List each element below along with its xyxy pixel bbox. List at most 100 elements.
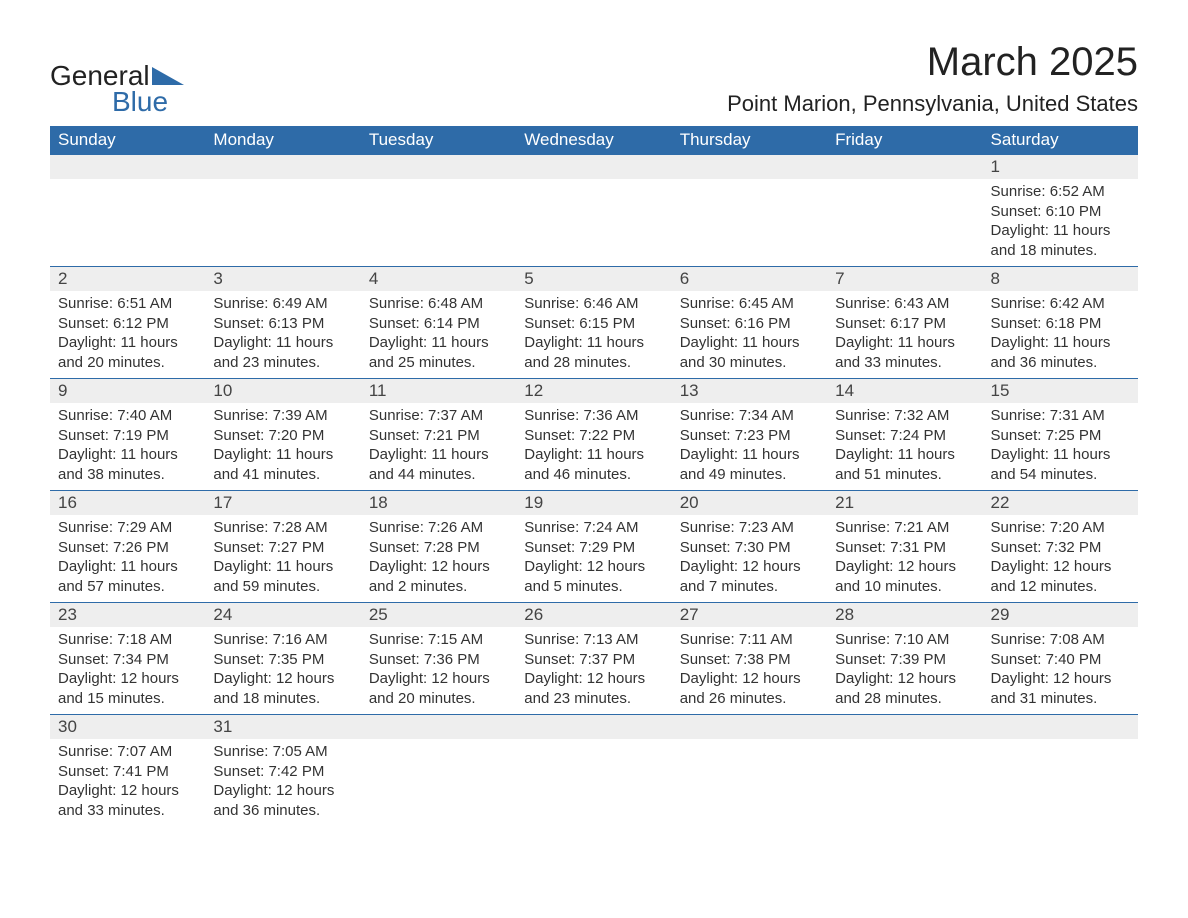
day-info-cell: Sunrise: 6:46 AMSunset: 6:15 PMDaylight:…: [516, 291, 671, 379]
day-info: Sunrise: 7:21 AMSunset: 7:31 PMDaylight:…: [835, 518, 974, 596]
day-info: Sunrise: 6:46 AMSunset: 6:15 PMDaylight:…: [524, 294, 663, 372]
day-number-cell: 1: [983, 155, 1138, 180]
day-number-cell: 7: [827, 267, 982, 292]
day-info: Sunrise: 7:18 AMSunset: 7:34 PMDaylight:…: [58, 630, 197, 708]
day-number-cell: [672, 715, 827, 740]
day-info-cell: Sunrise: 7:34 AMSunset: 7:23 PMDaylight:…: [672, 403, 827, 491]
day-info-cell: Sunrise: 7:23 AMSunset: 7:30 PMDaylight:…: [672, 515, 827, 603]
day-number-cell: 8: [983, 267, 1138, 292]
day-number-row: 3031: [50, 715, 1138, 740]
weekday-header: Thursday: [672, 126, 827, 155]
weekday-header: Monday: [205, 126, 360, 155]
day-number: 20: [672, 491, 827, 515]
day-info-cell: Sunrise: 7:28 AMSunset: 7:27 PMDaylight:…: [205, 515, 360, 603]
day-info: Sunrise: 7:36 AMSunset: 7:22 PMDaylight:…: [524, 406, 663, 484]
weekday-header: Wednesday: [516, 126, 671, 155]
day-number: 18: [361, 491, 516, 515]
day-number-cell: 22: [983, 491, 1138, 516]
day-info-cell: [672, 739, 827, 826]
day-number-cell: 3: [205, 267, 360, 292]
day-info: Sunrise: 6:52 AMSunset: 6:10 PMDaylight:…: [991, 182, 1130, 260]
day-number: 17: [205, 491, 360, 515]
day-info: Sunrise: 6:48 AMSunset: 6:14 PMDaylight:…: [369, 294, 508, 372]
day-info-cell: Sunrise: 7:39 AMSunset: 7:20 PMDaylight:…: [205, 403, 360, 491]
day-info: Sunrise: 7:15 AMSunset: 7:36 PMDaylight:…: [369, 630, 508, 708]
day-number-cell: [983, 715, 1138, 740]
day-info-row: Sunrise: 7:07 AMSunset: 7:41 PMDaylight:…: [50, 739, 1138, 826]
day-info: Sunrise: 7:29 AMSunset: 7:26 PMDaylight:…: [58, 518, 197, 596]
day-info-cell: Sunrise: 7:20 AMSunset: 7:32 PMDaylight:…: [983, 515, 1138, 603]
day-number: 29: [983, 603, 1138, 627]
day-info-cell: Sunrise: 7:16 AMSunset: 7:35 PMDaylight:…: [205, 627, 360, 715]
weekday-header: Saturday: [983, 126, 1138, 155]
day-number-cell: 10: [205, 379, 360, 404]
day-info-cell: Sunrise: 7:32 AMSunset: 7:24 PMDaylight:…: [827, 403, 982, 491]
day-info: Sunrise: 7:11 AMSunset: 7:38 PMDaylight:…: [680, 630, 819, 708]
day-info-cell: Sunrise: 6:42 AMSunset: 6:18 PMDaylight:…: [983, 291, 1138, 379]
day-number-cell: [516, 155, 671, 180]
day-info-row: Sunrise: 7:29 AMSunset: 7:26 PMDaylight:…: [50, 515, 1138, 603]
month-title: March 2025: [727, 40, 1138, 85]
day-info-cell: Sunrise: 6:48 AMSunset: 6:14 PMDaylight:…: [361, 291, 516, 379]
day-info-cell: Sunrise: 7:31 AMSunset: 7:25 PMDaylight:…: [983, 403, 1138, 491]
day-info-cell: Sunrise: 6:52 AMSunset: 6:10 PMDaylight:…: [983, 179, 1138, 267]
day-info-cell: Sunrise: 7:21 AMSunset: 7:31 PMDaylight:…: [827, 515, 982, 603]
day-number-row: 2345678: [50, 267, 1138, 292]
day-number-cell: 15: [983, 379, 1138, 404]
day-number-cell: 17: [205, 491, 360, 516]
day-number: 3: [205, 267, 360, 291]
day-number-cell: [50, 155, 205, 180]
day-number: 21: [827, 491, 982, 515]
day-info-cell: Sunrise: 7:18 AMSunset: 7:34 PMDaylight:…: [50, 627, 205, 715]
day-number-cell: 21: [827, 491, 982, 516]
day-info: Sunrise: 7:23 AMSunset: 7:30 PMDaylight:…: [680, 518, 819, 596]
weekday-header-row: SundayMondayTuesdayWednesdayThursdayFrid…: [50, 126, 1138, 155]
day-info-cell: Sunrise: 7:07 AMSunset: 7:41 PMDaylight:…: [50, 739, 205, 826]
day-number-cell: 9: [50, 379, 205, 404]
day-number-cell: 23: [50, 603, 205, 628]
day-info: Sunrise: 7:40 AMSunset: 7:19 PMDaylight:…: [58, 406, 197, 484]
day-info-cell: Sunrise: 7:13 AMSunset: 7:37 PMDaylight:…: [516, 627, 671, 715]
day-info-cell: Sunrise: 7:37 AMSunset: 7:21 PMDaylight:…: [361, 403, 516, 491]
logo-text-blue: Blue: [112, 86, 184, 118]
day-number: 30: [50, 715, 205, 739]
day-info-cell: Sunrise: 7:40 AMSunset: 7:19 PMDaylight:…: [50, 403, 205, 491]
day-info-cell: [516, 739, 671, 826]
day-number-cell: 27: [672, 603, 827, 628]
day-info-cell: Sunrise: 6:43 AMSunset: 6:17 PMDaylight:…: [827, 291, 982, 379]
day-info: Sunrise: 6:45 AMSunset: 6:16 PMDaylight:…: [680, 294, 819, 372]
day-number-cell: 29: [983, 603, 1138, 628]
logo: General Blue: [50, 40, 184, 118]
day-number-cell: 19: [516, 491, 671, 516]
day-info: Sunrise: 7:13 AMSunset: 7:37 PMDaylight:…: [524, 630, 663, 708]
day-number: 14: [827, 379, 982, 403]
weekday-header: Friday: [827, 126, 982, 155]
day-number-cell: [205, 155, 360, 180]
day-info-cell: [361, 179, 516, 267]
day-info: Sunrise: 7:34 AMSunset: 7:23 PMDaylight:…: [680, 406, 819, 484]
day-number: 4: [361, 267, 516, 291]
day-info-cell: Sunrise: 7:15 AMSunset: 7:36 PMDaylight:…: [361, 627, 516, 715]
day-info: Sunrise: 7:16 AMSunset: 7:35 PMDaylight:…: [213, 630, 352, 708]
day-info-cell: Sunrise: 7:36 AMSunset: 7:22 PMDaylight:…: [516, 403, 671, 491]
day-number-cell: 13: [672, 379, 827, 404]
day-info-cell: Sunrise: 7:29 AMSunset: 7:26 PMDaylight:…: [50, 515, 205, 603]
day-number: 6: [672, 267, 827, 291]
day-number: 5: [516, 267, 671, 291]
day-info-cell: Sunrise: 7:24 AMSunset: 7:29 PMDaylight:…: [516, 515, 671, 603]
day-info-cell: Sunrise: 7:05 AMSunset: 7:42 PMDaylight:…: [205, 739, 360, 826]
day-number-cell: 20: [672, 491, 827, 516]
day-info-cell: Sunrise: 7:26 AMSunset: 7:28 PMDaylight:…: [361, 515, 516, 603]
day-number-row: 1: [50, 155, 1138, 180]
day-info: Sunrise: 7:07 AMSunset: 7:41 PMDaylight:…: [58, 742, 197, 820]
day-info-row: Sunrise: 6:52 AMSunset: 6:10 PMDaylight:…: [50, 179, 1138, 267]
day-number: 11: [361, 379, 516, 403]
day-info-row: Sunrise: 7:18 AMSunset: 7:34 PMDaylight:…: [50, 627, 1138, 715]
day-number-cell: 25: [361, 603, 516, 628]
day-number: 13: [672, 379, 827, 403]
day-number: 2: [50, 267, 205, 291]
day-info: Sunrise: 7:24 AMSunset: 7:29 PMDaylight:…: [524, 518, 663, 596]
day-number: 19: [516, 491, 671, 515]
day-info-row: Sunrise: 6:51 AMSunset: 6:12 PMDaylight:…: [50, 291, 1138, 379]
day-info-cell: [827, 179, 982, 267]
